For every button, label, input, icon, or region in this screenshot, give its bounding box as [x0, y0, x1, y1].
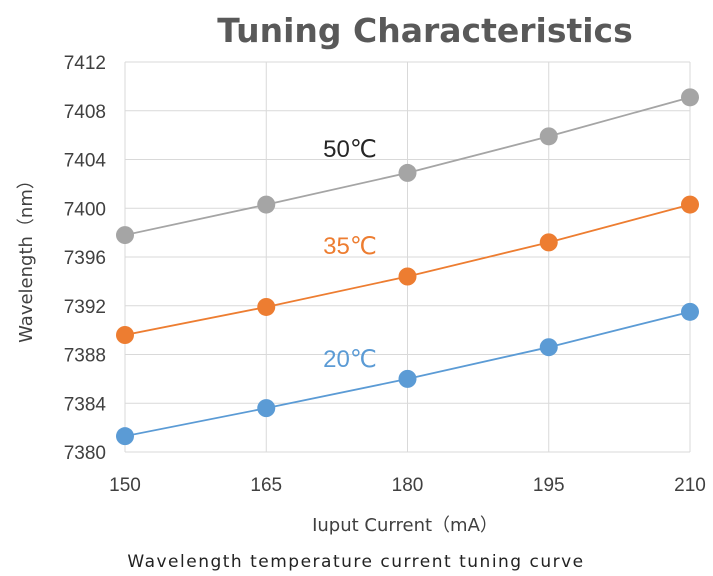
y-tick-label: 7384 [64, 394, 107, 415]
data-point [257, 195, 276, 214]
chart-title: Tuning Characteristics [217, 11, 633, 50]
y-axis-ticks: 7380 7384 7388 7392 7396 7400 7404 7408 7412 [64, 53, 107, 464]
data-point [539, 233, 558, 252]
x-tick-label: 165 [250, 475, 282, 496]
x-axis-ticks: 150 165 180 195 210 [109, 475, 706, 496]
y-tick-label: 7404 [64, 151, 107, 172]
series-labels: 50℃ 35℃ 20℃ [323, 136, 377, 373]
x-tick-label: 210 [674, 475, 706, 496]
series-group [116, 88, 699, 446]
y-tick-label: 7380 [64, 443, 106, 464]
x-tick-label: 180 [392, 475, 424, 496]
data-point [116, 226, 134, 245]
series-label: 20℃ [323, 346, 377, 373]
figure-caption: Wavelength temperature current tuning cu… [127, 552, 584, 572]
y-tick-label: 7412 [64, 53, 106, 74]
x-axis-label: Iuput Current（mA） [312, 515, 498, 536]
x-tick-label: 195 [533, 475, 565, 496]
series-label: 50℃ [323, 136, 377, 163]
grid-lines [124, 61, 691, 453]
data-point [539, 127, 558, 146]
data-point [257, 297, 276, 316]
data-point [681, 195, 699, 214]
data-point [681, 88, 699, 107]
y-tick-label: 7396 [64, 248, 106, 269]
data-point [116, 427, 134, 446]
series-label: 35℃ [323, 233, 377, 260]
data-point [539, 338, 558, 357]
y-axis-label: Wavelength（nm） [16, 171, 37, 343]
y-tick-label: 7392 [64, 297, 106, 318]
y-tick-label: 7408 [64, 102, 106, 123]
data-point [681, 302, 699, 321]
y-tick-label: 7388 [64, 346, 106, 367]
data-point [257, 399, 276, 418]
x-tick-label: 150 [109, 475, 141, 496]
data-point [398, 267, 417, 286]
data-point [116, 326, 134, 344]
y-tick-label: 7400 [64, 199, 106, 220]
data-point [398, 163, 417, 182]
data-point [398, 369, 417, 388]
